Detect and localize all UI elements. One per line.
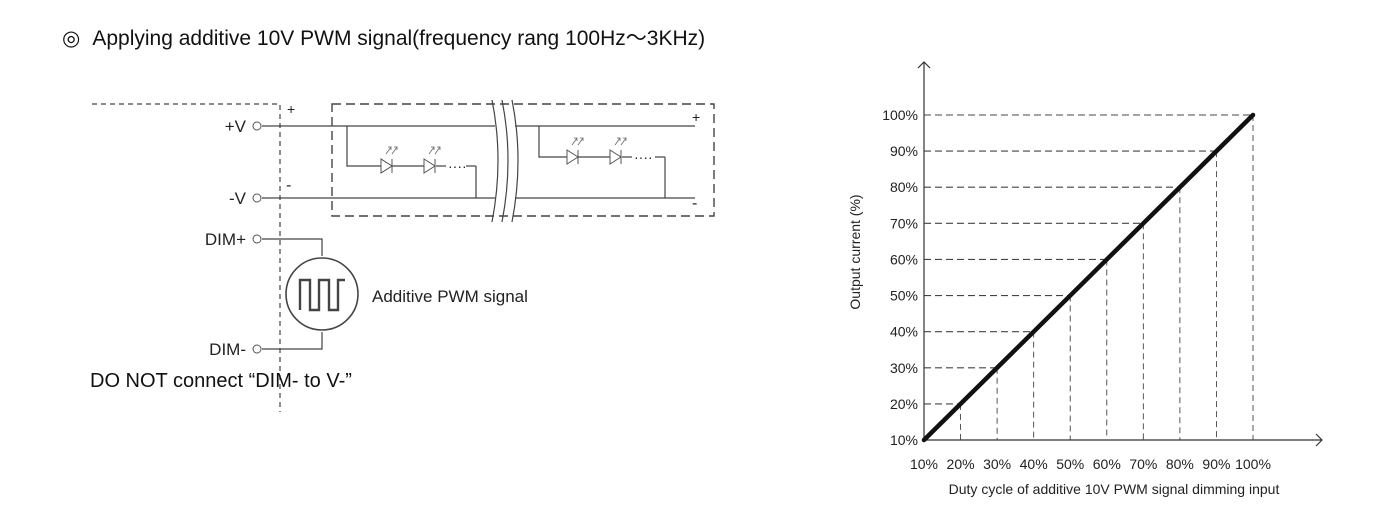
- wiring-warning: DO NOT connect “DIM- to V-”: [90, 370, 352, 392]
- supply-plus-sign: +: [287, 101, 295, 117]
- x-tick-label: 100%: [1235, 456, 1271, 472]
- led-diode-icon: [423, 146, 441, 174]
- x-tick-label: 60%: [1093, 456, 1121, 472]
- supply-minus-sign: -: [286, 177, 291, 194]
- square-wave-icon: [298, 278, 345, 312]
- x-tick-label: 50%: [1056, 456, 1084, 472]
- terminal-pos-v: [252, 121, 262, 131]
- pwm-source-label: Additive PWM signal: [372, 287, 528, 306]
- x-tick-label: 20%: [947, 456, 975, 472]
- terminal-dim-neg: [252, 344, 262, 354]
- y-tick-label: 100%: [882, 107, 918, 123]
- led-string-2: [538, 126, 567, 158]
- x-tick-label: 70%: [1129, 456, 1157, 472]
- dim-plus-wire: [262, 238, 323, 256]
- load-plus-sign: +: [692, 109, 700, 125]
- terminal-dim-pos: [252, 234, 262, 244]
- y-tick-label: 10%: [890, 432, 918, 448]
- x-tick-label: 90%: [1202, 456, 1230, 472]
- section-heading: ◎ Applying additive 10V PWM signal(freque…: [62, 22, 705, 52]
- load-minus-sign: -: [692, 195, 697, 212]
- heading-text: Applying additive 10V PWM signal(frequen…: [92, 27, 706, 50]
- y-tick-label: 80%: [890, 179, 918, 195]
- led-ellipsis: ····: [634, 149, 653, 165]
- x-tick-label: 40%: [1020, 456, 1048, 472]
- led-diode-icon: [380, 146, 398, 174]
- y-tick-label: 90%: [890, 143, 918, 159]
- y-axis-title: Output current (%): [847, 194, 863, 309]
- y-tick-label: 60%: [890, 251, 918, 267]
- led-string-1: [346, 126, 381, 167]
- wiring-diagram: [92, 99, 715, 412]
- led-load-outline: [331, 103, 715, 217]
- label-pos-v: +V: [225, 117, 247, 136]
- x-axis-title: Duty cycle of additive 10V PWM signal di…: [949, 481, 1280, 497]
- dimming-chart: 10% 20% 30% 40% 50% 60% 70% 80% 90% 100% 10% 20% 30…: [847, 61, 1323, 497]
- y-tick-label: 40%: [890, 324, 918, 340]
- y-tick-label: 50%: [890, 288, 918, 304]
- terminal-neg-v: [252, 193, 262, 203]
- y-tick-label: 20%: [890, 396, 918, 412]
- led-ellipsis: ····: [448, 158, 467, 174]
- led-diode-icon: [609, 137, 627, 165]
- y-tick-label: 70%: [890, 215, 918, 231]
- label-dim-neg: DIM-: [209, 340, 246, 359]
- label-neg-v: -V: [229, 189, 247, 208]
- x-tick-label: 10%: [910, 456, 938, 472]
- output-current-line: [921, 112, 1256, 443]
- x-tick-label: 80%: [1166, 456, 1194, 472]
- x-tick-label: 30%: [983, 456, 1011, 472]
- dim-minus-wire: [262, 332, 323, 350]
- led-diode-icon: [566, 137, 584, 165]
- break-mark-left: [491, 99, 499, 223]
- x-axis-arrow-icon: [1315, 433, 1323, 447]
- double-circle-icon: ◎: [62, 27, 81, 50]
- break-mark-right: [511, 99, 519, 223]
- y-axis-arrow-icon: [917, 61, 931, 69]
- label-dim-pos: DIM+: [205, 230, 246, 249]
- pwm-source-icon: [285, 257, 359, 331]
- driver-outline: [92, 103, 281, 412]
- y-tick-label: 30%: [890, 360, 918, 376]
